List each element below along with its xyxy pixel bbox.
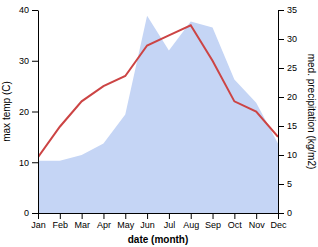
tick: 5 bbox=[278, 179, 292, 189]
tick-label: 0 bbox=[24, 208, 29, 218]
tick-mark bbox=[278, 126, 284, 127]
tick-label: Apr bbox=[97, 220, 111, 230]
tick-label: Aug bbox=[183, 220, 199, 230]
tick: Oct bbox=[228, 213, 243, 230]
tick: Nov bbox=[249, 213, 266, 230]
tick-mark bbox=[82, 213, 83, 219]
tick-mark bbox=[278, 213, 284, 214]
tick-label: Jul bbox=[164, 220, 176, 230]
tick-label: 15 bbox=[287, 121, 297, 131]
tick: Apr bbox=[97, 213, 111, 230]
tick-mark bbox=[256, 213, 257, 219]
tick-label: Mar bbox=[74, 220, 90, 230]
tick: 0 bbox=[278, 208, 292, 218]
tick-mark bbox=[278, 68, 284, 69]
y-axis: 0 10 20 30 40 bbox=[19, 5, 39, 218]
tick: 20 bbox=[278, 92, 297, 102]
tick-label: Nov bbox=[249, 220, 266, 230]
tick-label: Sep bbox=[205, 220, 221, 230]
tick-label: 0 bbox=[287, 208, 292, 218]
tick-label: 10 bbox=[19, 158, 29, 168]
tick-label: 10 bbox=[287, 150, 297, 160]
tick-mark bbox=[169, 213, 170, 219]
tick-label: Jun bbox=[140, 220, 155, 230]
tick-mark bbox=[213, 213, 214, 219]
tick: Jun bbox=[140, 213, 155, 230]
tick-mark bbox=[32, 10, 38, 11]
y2-axis: 0 5 10 15 20 25 30 35 bbox=[278, 5, 297, 218]
tick-label: 25 bbox=[287, 63, 297, 73]
tick-mark bbox=[32, 162, 38, 163]
axis-line bbox=[38, 11, 39, 214]
tick-mark bbox=[60, 213, 61, 219]
tick: 35 bbox=[278, 5, 297, 15]
tick-label: Feb bbox=[53, 220, 69, 230]
tick: Jan bbox=[31, 213, 46, 230]
tick-label: 30 bbox=[19, 56, 29, 66]
tick: Mar bbox=[74, 213, 90, 230]
x-axis: Jan Feb Mar Apr May Jun Jul Aug Sep Oct Nov Dec bbox=[31, 213, 287, 230]
tick: 30 bbox=[278, 34, 297, 44]
tick-mark bbox=[32, 112, 38, 113]
y2-axis-title: med. precipitation (kg/m2) bbox=[306, 54, 317, 170]
area bbox=[38, 16, 278, 213]
tick-label: May bbox=[117, 220, 135, 230]
tick-label: Oct bbox=[228, 220, 243, 230]
tick-mark bbox=[32, 213, 38, 214]
tick-mark bbox=[278, 155, 284, 156]
line bbox=[38, 25, 278, 157]
tick-label: 20 bbox=[287, 92, 297, 102]
chart: JanFebMarAprMayJunJulAugSepOctNovDec0102… bbox=[0, 0, 318, 247]
tick: 15 bbox=[278, 121, 297, 131]
tick-mark bbox=[278, 184, 284, 185]
tick-mark bbox=[103, 213, 104, 219]
tick-mark bbox=[234, 213, 235, 219]
tick: Jul bbox=[164, 213, 176, 230]
tick: Dec bbox=[270, 213, 287, 230]
tick: 25 bbox=[278, 63, 297, 73]
tick: Aug bbox=[183, 213, 199, 230]
y-axis-title: max temp (C) bbox=[1, 81, 12, 142]
axis-line bbox=[39, 213, 279, 214]
tick-mark bbox=[125, 213, 126, 219]
plot-area: JanFebMarAprMayJunJulAugSepOctNovDec0102… bbox=[1, 5, 317, 245]
tick-label: Jan bbox=[31, 220, 46, 230]
tick-label: Dec bbox=[270, 220, 287, 230]
tick: 0 bbox=[24, 208, 38, 218]
tick: 40 bbox=[19, 5, 38, 15]
tick: May bbox=[117, 213, 135, 230]
tick-label: 30 bbox=[287, 34, 297, 44]
axis-line bbox=[278, 11, 279, 214]
tick: 30 bbox=[19, 56, 38, 66]
tick: 20 bbox=[19, 107, 38, 117]
tick-mark bbox=[147, 213, 148, 219]
tick: Sep bbox=[205, 213, 221, 230]
tick-mark bbox=[278, 10, 284, 11]
tick-label: 5 bbox=[287, 179, 292, 189]
tick: 10 bbox=[278, 150, 297, 160]
tick-mark bbox=[278, 97, 284, 98]
tick-mark bbox=[191, 213, 192, 219]
x-axis-title: date (month) bbox=[128, 234, 189, 245]
tick-mark bbox=[38, 213, 39, 219]
tick: 10 bbox=[19, 158, 38, 168]
tick-mark bbox=[278, 39, 284, 40]
tick-mark bbox=[32, 61, 38, 62]
tick-label: 40 bbox=[19, 5, 29, 15]
tick-label: 20 bbox=[19, 107, 29, 117]
tick-label: 35 bbox=[287, 5, 297, 15]
tick: Feb bbox=[53, 213, 69, 230]
marks bbox=[38, 16, 278, 213]
